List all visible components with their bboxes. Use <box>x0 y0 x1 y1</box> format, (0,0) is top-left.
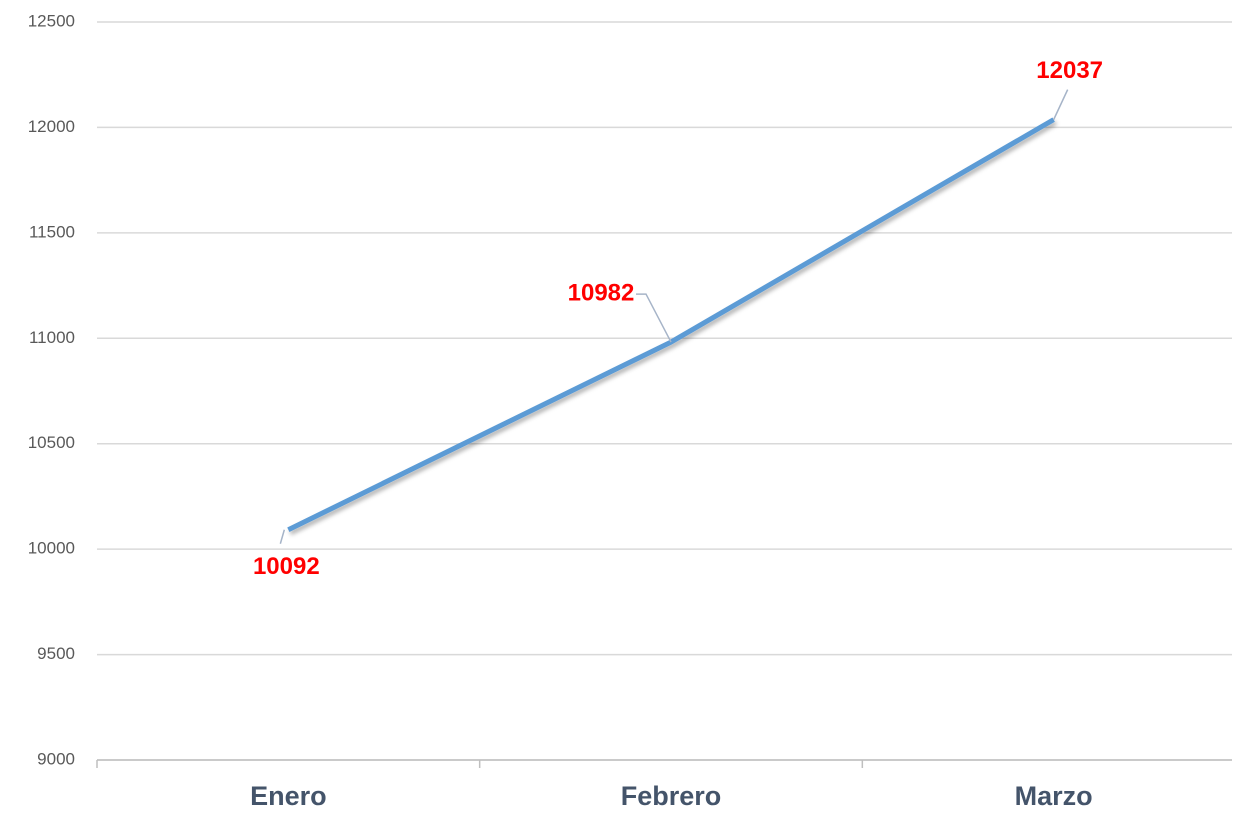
x-tick-label: Enero <box>250 781 327 811</box>
y-tick-label: 9500 <box>37 644 75 663</box>
data-label: 12037 <box>1036 57 1103 84</box>
y-tick-label: 10500 <box>28 433 75 452</box>
y-tick-label: 11500 <box>29 222 75 241</box>
leader-line <box>636 293 672 343</box>
y-tick-label: 10000 <box>28 539 75 558</box>
y-tick-label: 11000 <box>29 328 75 347</box>
y-tick-label: 9000 <box>37 749 75 768</box>
data-label: 10982 <box>568 279 635 306</box>
data-line <box>287 117 1055 532</box>
y-tick-label: 12000 <box>28 117 75 136</box>
leader-line <box>1052 89 1069 120</box>
x-tick-label: Marzo <box>1015 781 1093 811</box>
x-tick-label: Febrero <box>621 781 722 811</box>
y-tick-label: 12500 <box>28 11 75 30</box>
leader-line <box>279 529 286 544</box>
data-label: 10092 <box>253 553 320 580</box>
